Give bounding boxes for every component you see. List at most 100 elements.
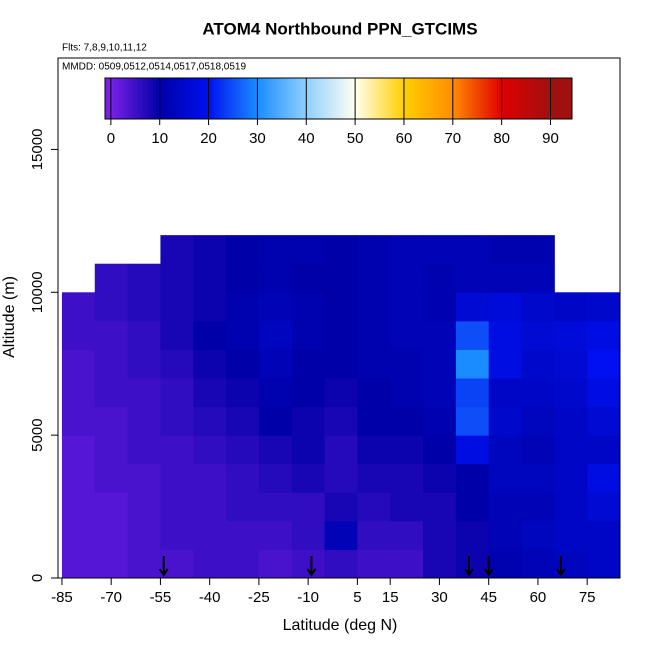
annotation: MMDD: 0509,0512,0514,0517,0518,0519 (62, 62, 246, 73)
heat-cell (423, 463, 457, 493)
colorbar-tick-label: 10 (151, 130, 168, 147)
heat-cell (455, 492, 490, 522)
heat-cell (291, 492, 326, 522)
x-tick-label: 30 (431, 589, 448, 606)
heat-cell (357, 349, 391, 379)
heat-cell (488, 320, 523, 350)
heat-cell (61, 549, 96, 579)
heat-cell (488, 349, 523, 379)
arrow (306, 556, 317, 577)
heat-cell (390, 320, 424, 350)
heat-cell (455, 406, 490, 436)
heat-cell (291, 320, 326, 350)
heat-cell (160, 378, 194, 408)
y-axis-label: Altitude (m) (1, 276, 18, 358)
heat-cell (127, 263, 161, 293)
heat-cell (521, 463, 555, 493)
heat-cell (291, 235, 326, 265)
heat-cell (423, 235, 457, 265)
chart-title: ATOM4 Northbound PPN_GTCIMS (202, 19, 477, 38)
colorbar-tick-label: 50 (347, 130, 364, 147)
heat-cell (455, 320, 490, 350)
heat-cell (521, 435, 555, 465)
colorbar-tick-label: 30 (249, 130, 266, 147)
heat-cell (258, 378, 293, 408)
heat-cell (423, 349, 457, 379)
heat-cell (61, 406, 96, 436)
heat-cell (160, 292, 194, 322)
heat-cell (193, 263, 227, 293)
heat-cell (488, 406, 523, 436)
heat-cell (587, 549, 621, 579)
heat-cell (324, 263, 358, 293)
heat-cell (291, 263, 326, 293)
colorbar-tick-label: 20 (200, 130, 217, 147)
colorbar-tick-label: 0 (107, 130, 115, 147)
heat-cell (455, 435, 490, 465)
heat-cell (587, 520, 621, 550)
heat-cell (193, 435, 227, 465)
heat-cell (357, 463, 391, 493)
heat-cell (193, 378, 227, 408)
heat-cell (258, 520, 293, 550)
heat-cell (554, 492, 588, 522)
heat-cell (390, 263, 424, 293)
heat-cell (94, 378, 129, 408)
y-tick-label: 5000 (29, 418, 46, 451)
heat-cell (488, 292, 523, 322)
heat-cell (193, 235, 227, 265)
x-axis-label: Latitude (deg N) (283, 617, 398, 634)
heat-cell (61, 435, 96, 465)
heat-cell (488, 235, 523, 265)
heat-cell (226, 406, 260, 436)
x-tick-label: 60 (530, 589, 547, 606)
heat-cell (423, 549, 457, 579)
heat-cell (357, 235, 391, 265)
heat-cell (357, 435, 391, 465)
heat-cell (226, 520, 260, 550)
heat-cell (127, 292, 161, 322)
heat-cell (226, 463, 260, 493)
heat-cell (324, 235, 358, 265)
heat-cell (94, 549, 129, 579)
heat-cell (324, 378, 358, 408)
heat-cell (554, 378, 588, 408)
heat-cell (226, 549, 260, 579)
heat-cell (324, 492, 358, 522)
heat-cell (61, 492, 96, 522)
heat-cell (160, 435, 194, 465)
heat-cell (357, 263, 391, 293)
heat-cell (324, 549, 358, 579)
x-tick-label: -85 (51, 589, 73, 606)
heat-cell (324, 406, 358, 436)
heat-cell (291, 292, 326, 322)
heat-cell (521, 549, 555, 579)
heat-cell (554, 406, 588, 436)
heat-cell (521, 378, 555, 408)
heat-cell (226, 435, 260, 465)
heat-cell (127, 349, 161, 379)
heat-cell (160, 406, 194, 436)
heat-cell (258, 435, 293, 465)
heat-cell (94, 492, 129, 522)
x-tick-label: -40 (199, 589, 221, 606)
heat-cell (488, 549, 523, 579)
heat-cell (324, 520, 358, 550)
heat-cell (160, 492, 194, 522)
y-tick-label: 10000 (29, 271, 46, 313)
heat-cell (127, 320, 161, 350)
heat-cell (160, 320, 194, 350)
heat-cell (291, 463, 326, 493)
heat-cell (226, 320, 260, 350)
heat-cell (357, 292, 391, 322)
heat-cell (390, 378, 424, 408)
heat-cell (94, 292, 129, 322)
arrow (483, 556, 494, 577)
heat-cell (390, 492, 424, 522)
heat-cell (160, 263, 194, 293)
heat-cell (61, 292, 96, 322)
heat-cell (127, 378, 161, 408)
heat-cell (455, 292, 490, 322)
heat-cell (521, 235, 555, 265)
heat-cell (258, 492, 293, 522)
